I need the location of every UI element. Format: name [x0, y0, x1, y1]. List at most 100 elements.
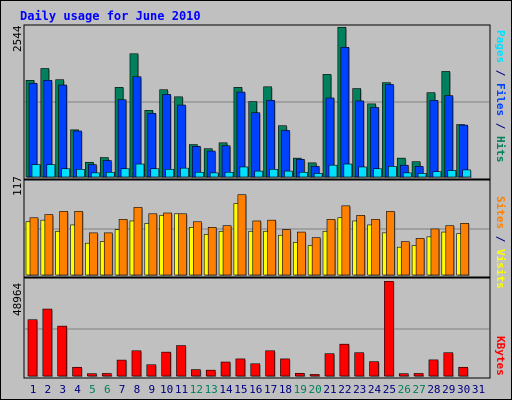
kbytes-bar-7: [116, 359, 127, 377]
sites-bar-8: [133, 207, 143, 276]
x-label-day-19: 19: [294, 383, 307, 396]
x-label-day-17: 17: [264, 383, 277, 396]
pages-bar-27: [417, 173, 427, 178]
sites-bar-11: [178, 213, 187, 276]
kbytes-bar-14: [220, 361, 231, 377]
x-label-day-27: 27: [412, 383, 425, 396]
pages-bar-13: [209, 172, 219, 178]
right-label-part-0-0: Pages: [494, 30, 507, 63]
x-label-day-28: 28: [427, 383, 440, 396]
x-label-day-2: 2: [45, 383, 52, 396]
kbytes-bar-1: [27, 319, 38, 377]
sites-bar-28: [430, 228, 440, 276]
sites-bar-3: [59, 211, 69, 276]
kbytes-bar-20: [309, 374, 320, 377]
x-label-day-13: 13: [205, 383, 218, 396]
kbytes-bar-29: [443, 352, 454, 377]
files-bar-2: [43, 80, 53, 178]
right-label-part-1-1: /: [494, 229, 507, 249]
sites-bar-17: [267, 219, 276, 276]
sites-bar-20: [311, 237, 321, 276]
files-bar-9: [147, 113, 157, 178]
x-label-day-3: 3: [59, 383, 66, 396]
kbytes-bar-3: [57, 325, 68, 377]
pages-bar-4: [76, 169, 85, 178]
kbytes-bar-30: [458, 366, 468, 377]
files-bar-8: [132, 76, 142, 178]
x-label-day-15: 15: [234, 383, 247, 396]
chart-bars: [25, 26, 472, 377]
x-label-day-5: 5: [89, 383, 96, 396]
sites-bar-21: [326, 219, 336, 276]
ymax-visits-label: 117: [11, 176, 24, 196]
kbytes-bar-11: [176, 345, 186, 377]
sites-bar-2: [44, 214, 54, 276]
x-label-day-23: 23: [353, 383, 366, 396]
kbytes-bar-18: [280, 358, 290, 377]
pages-bar-7: [120, 168, 130, 178]
right-label-part-0-3: /: [494, 116, 507, 136]
ymax-kbytes-label: 48964: [11, 283, 24, 316]
kbytes-bar-23: [354, 352, 365, 377]
sites-bar-30: [460, 223, 469, 276]
files-bar-24: [370, 107, 379, 178]
pages-bar-17: [269, 169, 278, 178]
kbytes-bar-13: [205, 369, 216, 377]
sites-bar-22: [341, 205, 351, 276]
x-label-day-4: 4: [74, 383, 81, 396]
files-bar-29: [444, 95, 454, 178]
x-label-day-12: 12: [190, 383, 203, 396]
x-label-day-29: 29: [442, 383, 455, 396]
sites-bar-27: [415, 238, 425, 276]
right-label-kbytes-panel: KBytes: [494, 336, 507, 376]
kbytes-bar-12: [191, 369, 201, 377]
pages-bar-11: [180, 167, 189, 178]
pages-bar-1: [31, 164, 41, 178]
sites-bar-25: [386, 211, 395, 276]
x-label-day-11: 11: [175, 383, 188, 396]
right-label-part-0-1: /: [494, 63, 507, 83]
kbytes-bar-24: [369, 361, 379, 377]
sites-bar-7: [118, 219, 128, 276]
x-label-day-26: 26: [398, 383, 411, 396]
files-bar-3: [58, 84, 68, 178]
files-bar-7: [117, 99, 127, 178]
x-label-day-22: 22: [338, 383, 351, 396]
pages-bar-26: [402, 172, 412, 178]
kbytes-bar-6: [101, 373, 112, 377]
pages-bar-15: [239, 166, 249, 178]
chart-title: Daily usage for June 2010: [20, 9, 201, 23]
sites-bar-13: [207, 227, 217, 276]
pages-bar-28: [432, 171, 442, 178]
x-label-day-25: 25: [383, 383, 396, 396]
right-label-part-0-2: Files: [494, 83, 507, 116]
right-label-part-1-2: Visits: [494, 249, 507, 289]
kbytes-bar-4: [72, 366, 82, 377]
pages-bar-12: [195, 171, 204, 178]
pages-bar-19: [298, 171, 308, 178]
panel-kbytes-frame: [23, 277, 491, 379]
pages-bar-30: [462, 169, 471, 178]
x-label-day-9: 9: [148, 383, 155, 396]
x-label-day-6: 6: [104, 383, 111, 396]
kbytes-bar-26: [398, 373, 409, 377]
x-label-day-7: 7: [119, 383, 126, 396]
ymax-hits-label: 2544: [11, 25, 24, 52]
pages-bar-16: [254, 170, 264, 178]
sites-bar-15: [237, 194, 247, 276]
sites-bar-1: [29, 217, 39, 276]
pages-bar-14: [224, 171, 234, 178]
kbytes-bar-10: [161, 351, 171, 377]
pages-bar-2: [46, 164, 56, 178]
right-label-part-1-0: Sites: [494, 196, 507, 229]
pages-bar-8: [135, 163, 145, 178]
right-label-part-0-4: Hits: [494, 136, 507, 163]
pages-bar-10: [165, 169, 174, 178]
right-label-part-2-0: KBytes: [494, 336, 507, 376]
pages-bar-29: [447, 170, 457, 178]
x-label-day-1: 1: [30, 383, 37, 396]
sites-bar-10: [163, 212, 172, 276]
x-label-day-18: 18: [279, 383, 292, 396]
pages-bar-3: [61, 168, 71, 178]
pages-bar-20: [313, 173, 323, 178]
